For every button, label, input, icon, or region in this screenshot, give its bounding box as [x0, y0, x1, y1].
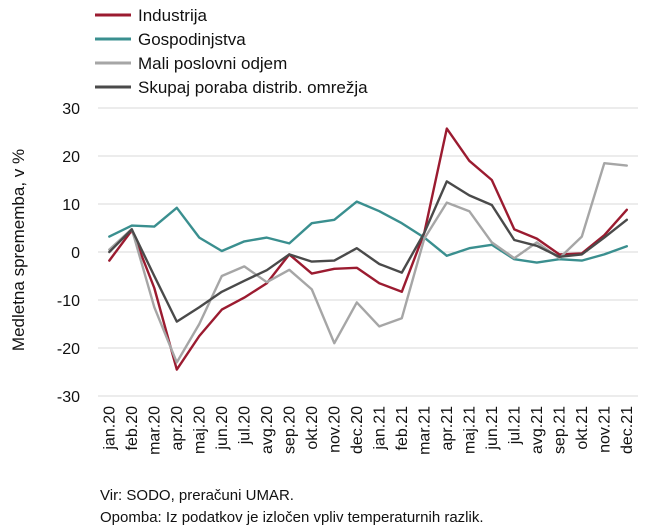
legend-item-mali-poslovni-odjem: Mali poslovni odjem — [95, 54, 287, 73]
x-tick-label: apr.21 — [439, 406, 456, 451]
y-tick-label: 10 — [62, 197, 80, 214]
legend-label-mali-poslovni-odjem: Mali poslovni odjem — [138, 54, 287, 73]
legend-label-gospodinjstva: Gospodinjstva — [138, 30, 246, 49]
x-tick-label: apr.20 — [169, 406, 186, 451]
x-tick-label: jun.21 — [484, 406, 501, 451]
y-tick-label: 20 — [62, 149, 80, 166]
series-line-industrija — [108, 127, 628, 371]
x-tick-label: jan.21 — [371, 406, 388, 451]
y-tick-label: 0 — [71, 245, 80, 262]
source-note: Vir: SODO, preračuni UMAR. — [100, 487, 294, 504]
x-tick-label: feb.20 — [124, 406, 141, 451]
y-tick-label: 30 — [62, 101, 80, 118]
y-tick-label: -20 — [57, 341, 80, 358]
legend-item-skupaj-poraba: Skupaj poraba distrib. omrežja — [95, 78, 368, 97]
x-tick-label: dec.21 — [619, 406, 636, 454]
y-tick-labels: -30 -20 -10 0 10 20 30 — [57, 101, 80, 406]
series-line-gospodinjstva — [108, 200, 628, 264]
x-tick-label: jan.20 — [101, 406, 118, 451]
series-lines — [108, 127, 628, 371]
grid-lines — [98, 107, 638, 397]
x-tick-label: sep.20 — [281, 406, 298, 454]
legend-label-industrija: Industrija — [138, 6, 208, 25]
x-tick-label: avg.20 — [259, 406, 276, 454]
legend-item-industrija: Industrija — [95, 6, 208, 25]
x-tick-label: okt.21 — [574, 406, 591, 450]
legend: Industrija Gospodinjstva Mali poslovni o… — [95, 6, 368, 97]
x-tick-label: jul.20 — [236, 406, 253, 445]
x-tick-label: jul.21 — [506, 406, 523, 445]
series-line-skupaj-poraba-distrib-omre-ja — [108, 180, 628, 323]
y-axis-title: Medletna sprememba, v % — [9, 149, 28, 351]
x-tick-label: jun.20 — [214, 406, 231, 451]
y-tick-label: -30 — [57, 389, 80, 406]
legend-label-skupaj-poraba: Skupaj poraba distrib. omrežja — [138, 78, 368, 97]
x-tick-label: nov.21 — [596, 406, 613, 453]
x-tick-label: mar.21 — [416, 406, 433, 455]
x-tick-label: maj.20 — [191, 406, 208, 454]
legend-item-gospodinjstva: Gospodinjstva — [95, 30, 246, 49]
x-tick-label: feb.21 — [394, 406, 411, 451]
x-tick-label: mar.20 — [146, 406, 163, 455]
x-tick-label: okt.20 — [304, 406, 321, 450]
x-tick-label: maj.21 — [461, 406, 478, 454]
y-tick-label: -10 — [57, 293, 80, 310]
x-tick-label: sep.21 — [551, 406, 568, 454]
x-tick-label: nov.20 — [326, 406, 343, 453]
series-line-mali-poslovni-odjem — [108, 161, 628, 364]
x-tick-label: dec.20 — [349, 406, 366, 454]
remark-note: Opomba: Iz podatkov je izločen vpliv tem… — [100, 509, 484, 526]
x-tick-labels: jan.20 feb.20 mar.20 apr.20 maj.20 jun.20 jul.… — [101, 406, 636, 455]
x-tick-label: avg.21 — [529, 406, 546, 454]
